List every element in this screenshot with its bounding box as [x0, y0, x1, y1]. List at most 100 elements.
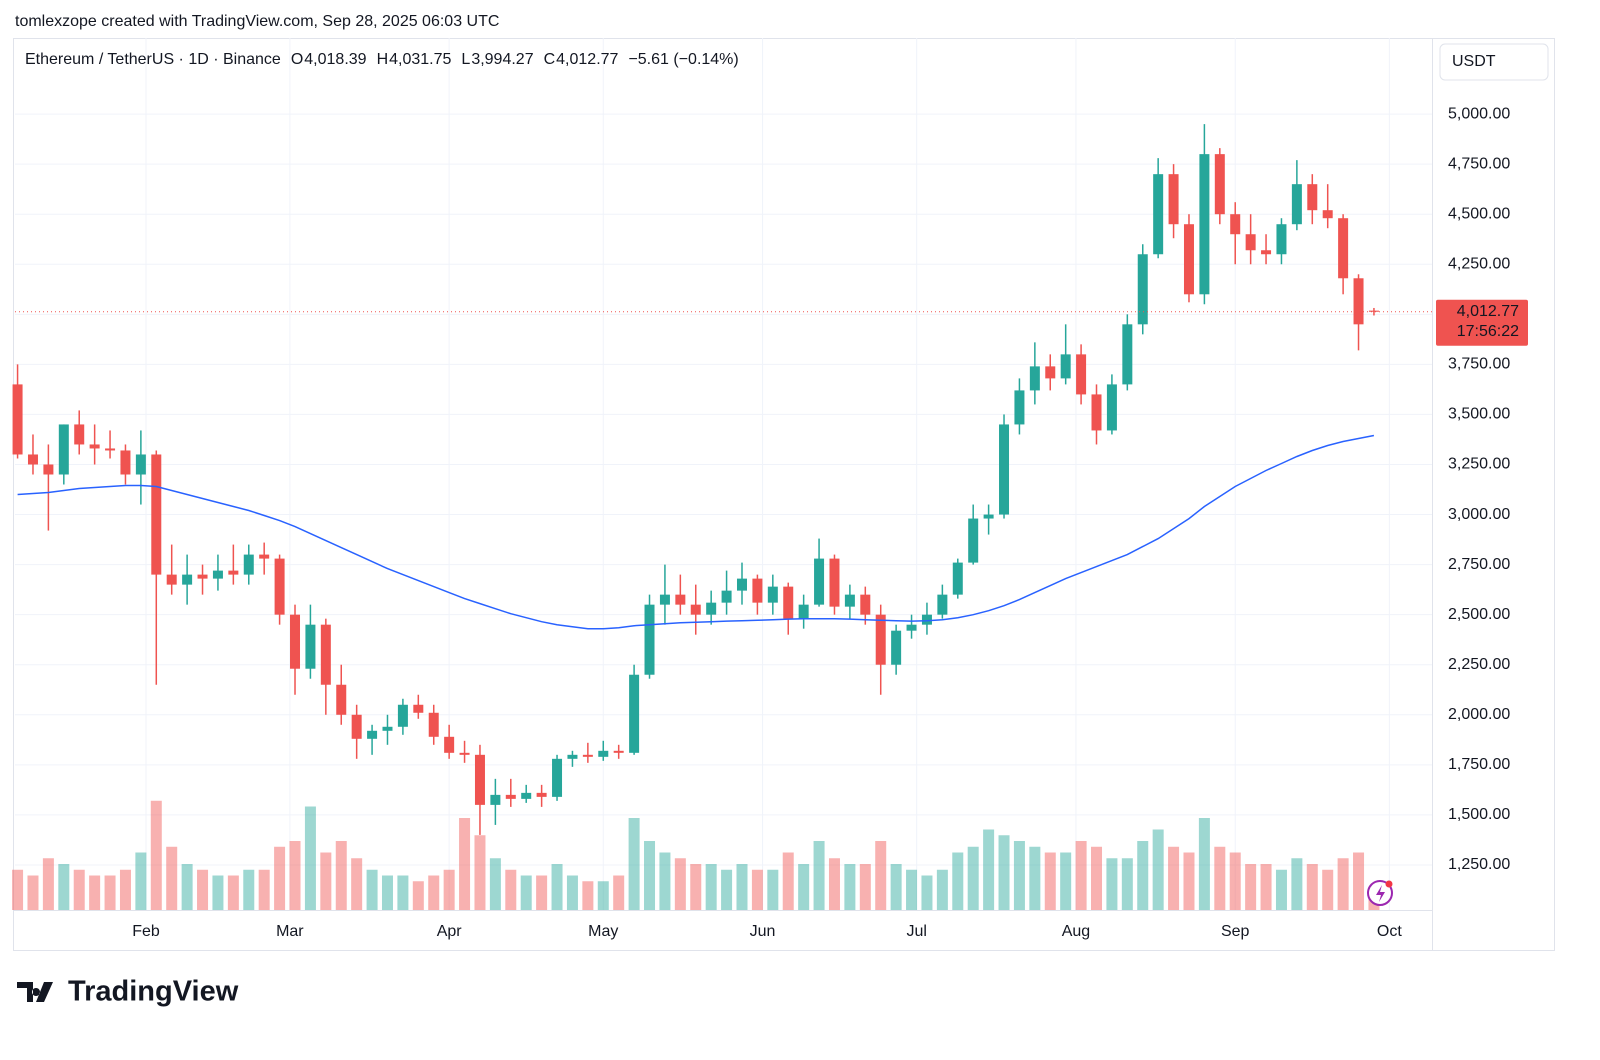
volume-bar — [566, 875, 578, 910]
volume-bar — [135, 852, 147, 910]
volume-bar — [983, 829, 995, 910]
candle-body — [1060, 354, 1071, 379]
volume-bar — [1275, 869, 1287, 910]
candle-body — [1307, 184, 1318, 211]
volume-bar — [150, 800, 162, 910]
volume-bar — [258, 869, 270, 910]
candle-body — [1245, 234, 1256, 251]
volume-bar — [644, 841, 656, 910]
volume-bar — [459, 818, 471, 910]
candle-body — [274, 558, 285, 615]
volume-bar — [489, 858, 501, 910]
volume-bar — [58, 864, 70, 910]
candle-body — [259, 554, 270, 559]
volume-bar — [1029, 846, 1041, 910]
candle-body — [459, 752, 470, 755]
volume-bar — [89, 875, 101, 910]
last-price-box — [1436, 299, 1528, 346]
volume-bar — [197, 869, 209, 910]
ohlc-label: C — [544, 51, 556, 68]
volume-bar — [474, 835, 486, 910]
y-tick-label: 3,250.00 — [1448, 456, 1510, 473]
volume-bar — [73, 869, 85, 910]
volume-bar — [859, 864, 871, 910]
candle-body — [891, 630, 902, 665]
candle-body — [89, 444, 100, 449]
candle-body — [505, 794, 516, 799]
candle-body — [598, 750, 609, 757]
volume-bar — [875, 841, 887, 910]
volume-bar — [782, 852, 794, 910]
candle-body — [444, 736, 455, 753]
volume-bar — [674, 858, 686, 910]
volume-bar — [166, 846, 178, 910]
candle-body — [1122, 324, 1133, 385]
candle-body — [1368, 310, 1379, 312]
volume-bar — [1091, 846, 1103, 910]
candle-body — [490, 794, 501, 805]
candle-body — [736, 578, 747, 591]
candle-body — [1183, 224, 1194, 295]
volume-bar — [736, 864, 748, 910]
y-tick-label: 1,500.00 — [1448, 806, 1510, 823]
candle-body — [690, 604, 701, 615]
volume-bar — [1168, 846, 1180, 910]
candle-body — [582, 754, 593, 757]
candle-body — [305, 624, 316, 669]
volume-bar — [289, 841, 301, 910]
ohlc-value: 4,012.77 — [556, 51, 618, 68]
volume-bar — [890, 864, 902, 910]
candle-body — [413, 704, 424, 713]
volume-bar — [844, 864, 856, 910]
candle-body — [1338, 218, 1349, 279]
candle-body — [567, 754, 578, 759]
candle-body — [243, 554, 254, 575]
candle-body — [860, 594, 871, 615]
candle-body — [397, 704, 408, 727]
volume-bar — [967, 846, 979, 910]
ohlc-label: O — [291, 51, 303, 68]
volume-bar — [690, 864, 702, 910]
volume-bar — [828, 858, 840, 910]
symbol-title[interactable]: Ethereum / TetherUS · 1D · Binance — [25, 51, 281, 68]
x-tick-label: May — [588, 923, 618, 940]
candle-body — [151, 454, 162, 575]
alert-dot — [1385, 880, 1393, 888]
candle-body — [182, 574, 193, 585]
volume-bar — [921, 875, 933, 910]
volume-bar — [1060, 852, 1072, 910]
volume-bar — [351, 858, 363, 910]
volume-bar — [952, 852, 964, 910]
volume-bar — [1075, 841, 1087, 910]
caption: tomlexzope created with TradingView.com,… — [15, 13, 499, 30]
volume-bar — [751, 869, 763, 910]
volume-bar — [936, 869, 948, 910]
candle-body — [290, 614, 301, 669]
y-tick-label: 1,250.00 — [1448, 856, 1510, 873]
volume-bar — [335, 841, 347, 910]
candle-body — [1199, 154, 1210, 295]
ohlc-value: 4,031.75 — [389, 51, 451, 68]
candle-body — [706, 602, 717, 615]
logo[interactable]: TradingView — [17, 976, 239, 1008]
candle-body — [1353, 278, 1364, 325]
candle-body — [1153, 174, 1164, 255]
y-tick-label: 4,250.00 — [1448, 255, 1510, 272]
volume-bar — [520, 875, 532, 910]
y-tick-label: 2,250.00 — [1448, 656, 1510, 673]
currency-button[interactable] — [1439, 43, 1549, 81]
alert-bolt — [1376, 885, 1385, 902]
countdown: 17:56:22 — [1457, 323, 1519, 340]
y-tick-label: 4,750.00 — [1448, 155, 1510, 172]
currency[interactable]: USDT — [1452, 53, 1496, 70]
candle-body — [367, 730, 378, 739]
candle-body — [1291, 184, 1302, 225]
candle-body — [1261, 250, 1272, 255]
volume-bar — [12, 869, 24, 910]
candle-body — [1137, 254, 1148, 325]
volume-bar — [1306, 864, 1318, 910]
candle-body — [798, 604, 809, 619]
x-tick-label: Feb — [132, 923, 160, 940]
candle-body — [829, 558, 840, 607]
